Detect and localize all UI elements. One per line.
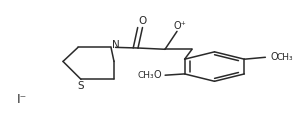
Text: O: O [138,16,147,26]
Text: O: O [154,70,161,80]
Text: O⁺: O⁺ [174,21,186,31]
Text: CH₃: CH₃ [137,71,154,80]
Text: CH₃: CH₃ [277,53,293,62]
Text: O: O [271,52,278,62]
Text: I⁻: I⁻ [16,93,27,106]
Text: S: S [78,81,84,91]
Text: N: N [112,40,119,50]
